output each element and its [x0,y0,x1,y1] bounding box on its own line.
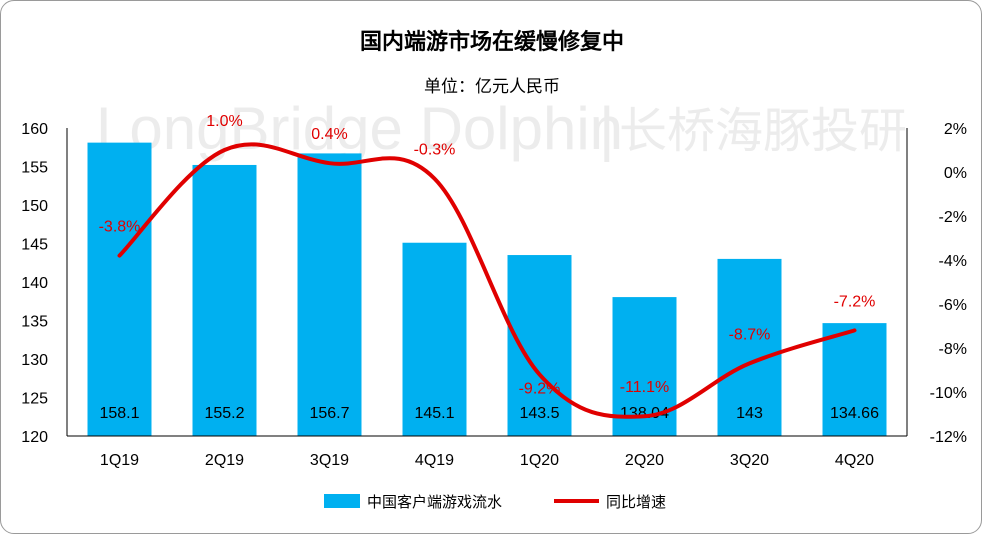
x-tick-label: 1Q20 [520,452,559,469]
growth-label: -7.2% [834,293,876,310]
y2-tick-label: -8% [939,341,967,358]
y-tick-label: 160 [21,121,48,138]
growth-label: -11.1% [620,379,670,396]
x-tick-label: 2Q20 [625,452,664,469]
chart-subtitle: 单位：亿元人民币 [424,77,560,97]
y-tick-label: 125 [21,391,48,408]
y-tick-label: 145 [21,237,48,254]
y-tick-label: 120 [21,429,48,446]
bar-series: 158.1 155.2 156.7 145.1 143.5 138.04 143 134.66 [87,142,887,436]
x-tick-label: 3Q20 [730,452,769,469]
y-tick-label: 155 [21,160,48,177]
growth-line [117,142,857,419]
x-tick-label: 4Q19 [415,452,454,469]
legend-bar-label: 中国客户端游戏流水 [367,493,502,511]
chart-title: 国内端游市场在缓慢修复中 [360,29,624,55]
x-tick-label: 3Q19 [310,452,349,469]
growth-label: -8.7% [729,326,771,343]
bar-value-label: 156.7 [309,405,349,422]
y-axis-left: 160 155 150 145 140 135 130 125 120 [21,121,68,446]
watermark-separator: | [599,95,615,162]
y2-tick-label: -4% [939,253,967,270]
legend: 中国客户端游戏流水 同比增速 [324,493,666,511]
x-tick-label: 2Q19 [205,452,244,469]
bar-value-label: 134.66 [830,405,879,422]
x-tick-label: 4Q20 [835,452,874,469]
growth-label: -0.3% [414,142,456,159]
line-series: -3.8% 1.0% 0.4% -0.3% -9.2% -11.1% -8.7% -7.2% [99,113,876,419]
growth-label: 0.4% [311,126,347,143]
bar-value-label: 143.5 [519,405,559,422]
bar-3Q19 [297,153,362,436]
y-tick-label: 135 [21,314,48,331]
watermark: LongBridge Dolphin | 长桥海豚投研 [96,95,907,162]
x-tick-label: 1Q19 [100,452,139,469]
y2-tick-label: -10% [930,385,967,402]
y-tick-label: 130 [21,352,48,369]
growth-label: -3.8% [99,219,141,236]
bar-4Q19 [402,242,467,436]
bar-2Q19 [192,164,257,436]
legend-line-label: 同比增速 [606,493,666,511]
y2-tick-label: -6% [939,297,967,314]
bar-value-label: 155.2 [204,405,244,422]
y2-tick-label: -2% [939,209,967,226]
bar-value-label: 158.1 [99,405,139,422]
bar-3Q20 [717,258,782,436]
bar-1Q19 [87,142,152,436]
legend-bar-swatch [324,494,360,508]
growth-label: 1.0% [206,113,242,130]
y2-tick-label: 0% [944,165,967,182]
bar-value-label: 145.1 [414,405,454,422]
x-axis: 1Q19 2Q19 3Q19 4Q19 1Q20 2Q20 3Q20 4Q20 [67,435,907,469]
growth-label: -9.2% [519,380,561,397]
watermark-cn: 长桥海豚投研 [619,103,907,159]
y2-tick-label: -12% [930,429,967,446]
bar-value-label: 143 [736,405,763,422]
bar-4Q20 [822,323,887,436]
watermark-latin: LongBridge Dolphin [96,95,623,162]
y-axis-right: 2% 0% -2% -4% -6% -8% -10% -12% [906,121,967,446]
y-tick-label: 140 [21,275,48,292]
y-tick-label: 150 [21,198,48,215]
y2-tick-label: 2% [944,121,967,138]
